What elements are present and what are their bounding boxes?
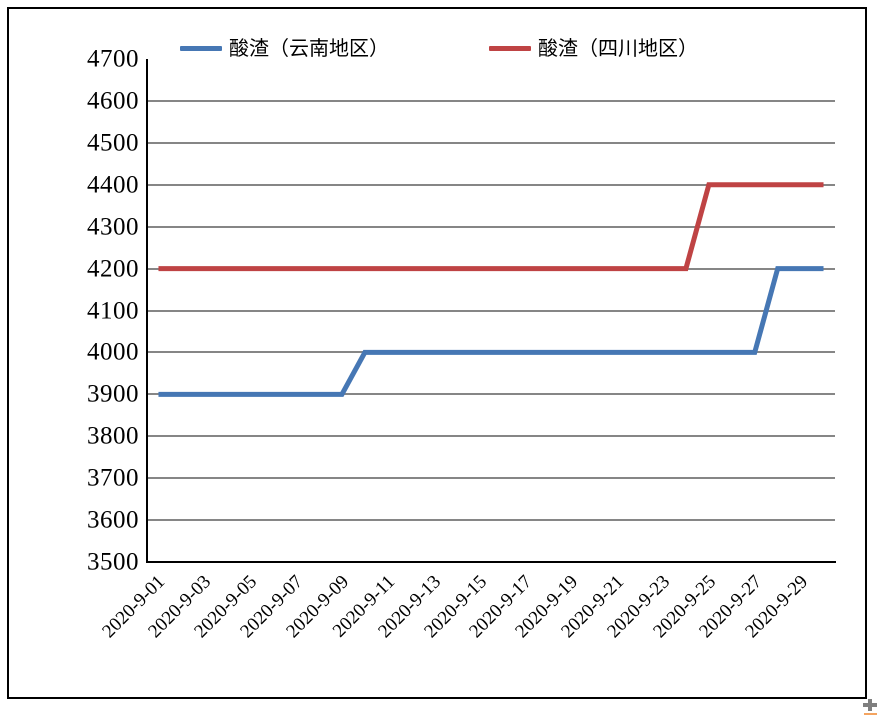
gridline [147, 519, 835, 522]
gridline [147, 225, 835, 228]
legend-entry-sichuan[interactable]: 酸渣（四川地区） [489, 38, 698, 58]
y-tick-label: 4500 [87, 129, 139, 157]
plot-inner [146, 59, 836, 563]
gridline [147, 393, 835, 396]
legend-swatch-yunnan [180, 45, 222, 51]
resize-handle-marker[interactable] [862, 699, 878, 715]
y-tick-label: 3700 [87, 464, 139, 492]
gridline [147, 309, 835, 312]
y-tick-label: 4200 [87, 255, 139, 283]
y-axis-tick-labels: 4700 4600 4500 4400 4300 4200 4100 4000 3900 3800… [53, 47, 139, 575]
y-tick-label: 3800 [87, 422, 139, 450]
y-tick-label: 3600 [87, 506, 139, 534]
gridline [147, 477, 835, 480]
x-axis-line [146, 561, 836, 563]
chart-frame[interactable]: 酸渣（云南地区） 酸渣（四川地区） 4700 4600 4500 4400 4300 42… [7, 7, 867, 699]
y-axis-line [146, 59, 148, 562]
y-tick-label: 4100 [87, 297, 139, 324]
gridline [147, 183, 835, 186]
series-lines [158, 182, 824, 397]
legend-label-yunnan: 酸渣（云南地区） [229, 36, 389, 60]
gridline [147, 99, 835, 102]
gridline [147, 141, 835, 144]
series-line-yunnan [158, 266, 824, 397]
plot-area[interactable] [146, 59, 836, 563]
y-tick-label: 4600 [87, 87, 139, 115]
gridline [147, 435, 835, 438]
y-tick-label: 4000 [87, 338, 139, 366]
series-line-sichuan [158, 182, 824, 272]
chart-legend: 酸渣（云南地区） 酸渣（四川地区） [9, 31, 869, 65]
y-tick-label: 4300 [87, 213, 139, 241]
y-tick-label: 4400 [87, 171, 139, 199]
legend-entry-yunnan[interactable]: 酸渣（云南地区） [180, 38, 389, 58]
marker-underline [864, 713, 877, 715]
legend-label-sichuan: 酸渣（四川地区） [538, 36, 698, 60]
y-tick-label: 4700 [87, 45, 139, 73]
plus-horizontal-bar [863, 703, 877, 707]
y-tick-label: 3900 [87, 380, 139, 408]
y-tick-label: 3500 [87, 548, 139, 576]
x-axis-tick-labels: 2020-9-01 2020-9-03 2020-9-05 2020-9-07 2020… [99, 562, 835, 692]
legend-swatch-sichuan [489, 45, 531, 51]
